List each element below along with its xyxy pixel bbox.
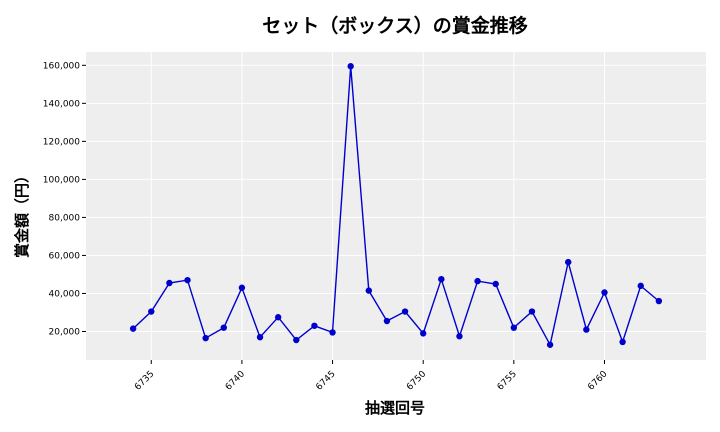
data-point [601, 289, 608, 296]
x-tick-label: 6740 [224, 369, 247, 392]
data-point [274, 314, 282, 321]
data-point [238, 284, 246, 291]
data-point [619, 338, 626, 346]
data-point [419, 330, 427, 337]
data-point [583, 326, 590, 333]
y-axis: 20,000 40,000 60,000 80,000 100,000 120,000 14… [43, 61, 86, 337]
data-point [492, 280, 499, 288]
x-tick-label: 6735 [133, 369, 156, 392]
y-tick-label: 120,000 [43, 137, 80, 147]
data-point [311, 322, 318, 329]
x-axis: 6735 6740 6745 6750 6755 6760 [133, 360, 610, 393]
y-axis-title: 賞金額（円） [13, 168, 31, 258]
grid [86, 52, 706, 360]
data-point [528, 308, 536, 315]
data-point [293, 336, 300, 344]
series-line [132, 66, 660, 347]
data-point [365, 287, 373, 294]
data-point [129, 325, 137, 332]
data-point [347, 63, 354, 70]
data-point [166, 279, 173, 287]
y-tick-label: 160,000 [43, 61, 80, 71]
data-point [329, 329, 336, 336]
data-point [474, 277, 481, 285]
y-tick-label: 20,000 [49, 327, 81, 337]
data-point [438, 275, 445, 283]
data-point [220, 324, 227, 331]
data-point [148, 308, 155, 315]
data-point [510, 324, 518, 331]
data-point [383, 317, 391, 325]
series [129, 63, 663, 348]
y-tick-label: 40,000 [49, 289, 81, 299]
data-point [456, 333, 463, 340]
y-tick-label: 140,000 [43, 99, 80, 109]
data-point [637, 282, 644, 290]
y-tick-label: 80,000 [49, 213, 81, 223]
x-axis-title: 抽選回号 [365, 399, 425, 417]
chart-title: セット（ボックス）の賞金推移 [262, 14, 527, 37]
data-point [655, 297, 663, 305]
y-tick-label: 100,000 [43, 175, 80, 185]
data-point [401, 308, 409, 315]
x-tick-label: 6745 [314, 369, 337, 392]
x-tick-label: 6755 [496, 369, 519, 392]
x-tick-label: 6750 [405, 369, 428, 392]
data-point [565, 258, 572, 266]
data-point [202, 334, 209, 342]
data-point [184, 276, 191, 284]
data-point [546, 341, 554, 348]
y-tick-label: 60,000 [49, 251, 81, 261]
x-tick-label: 6760 [586, 369, 609, 392]
data-point [256, 333, 264, 341]
